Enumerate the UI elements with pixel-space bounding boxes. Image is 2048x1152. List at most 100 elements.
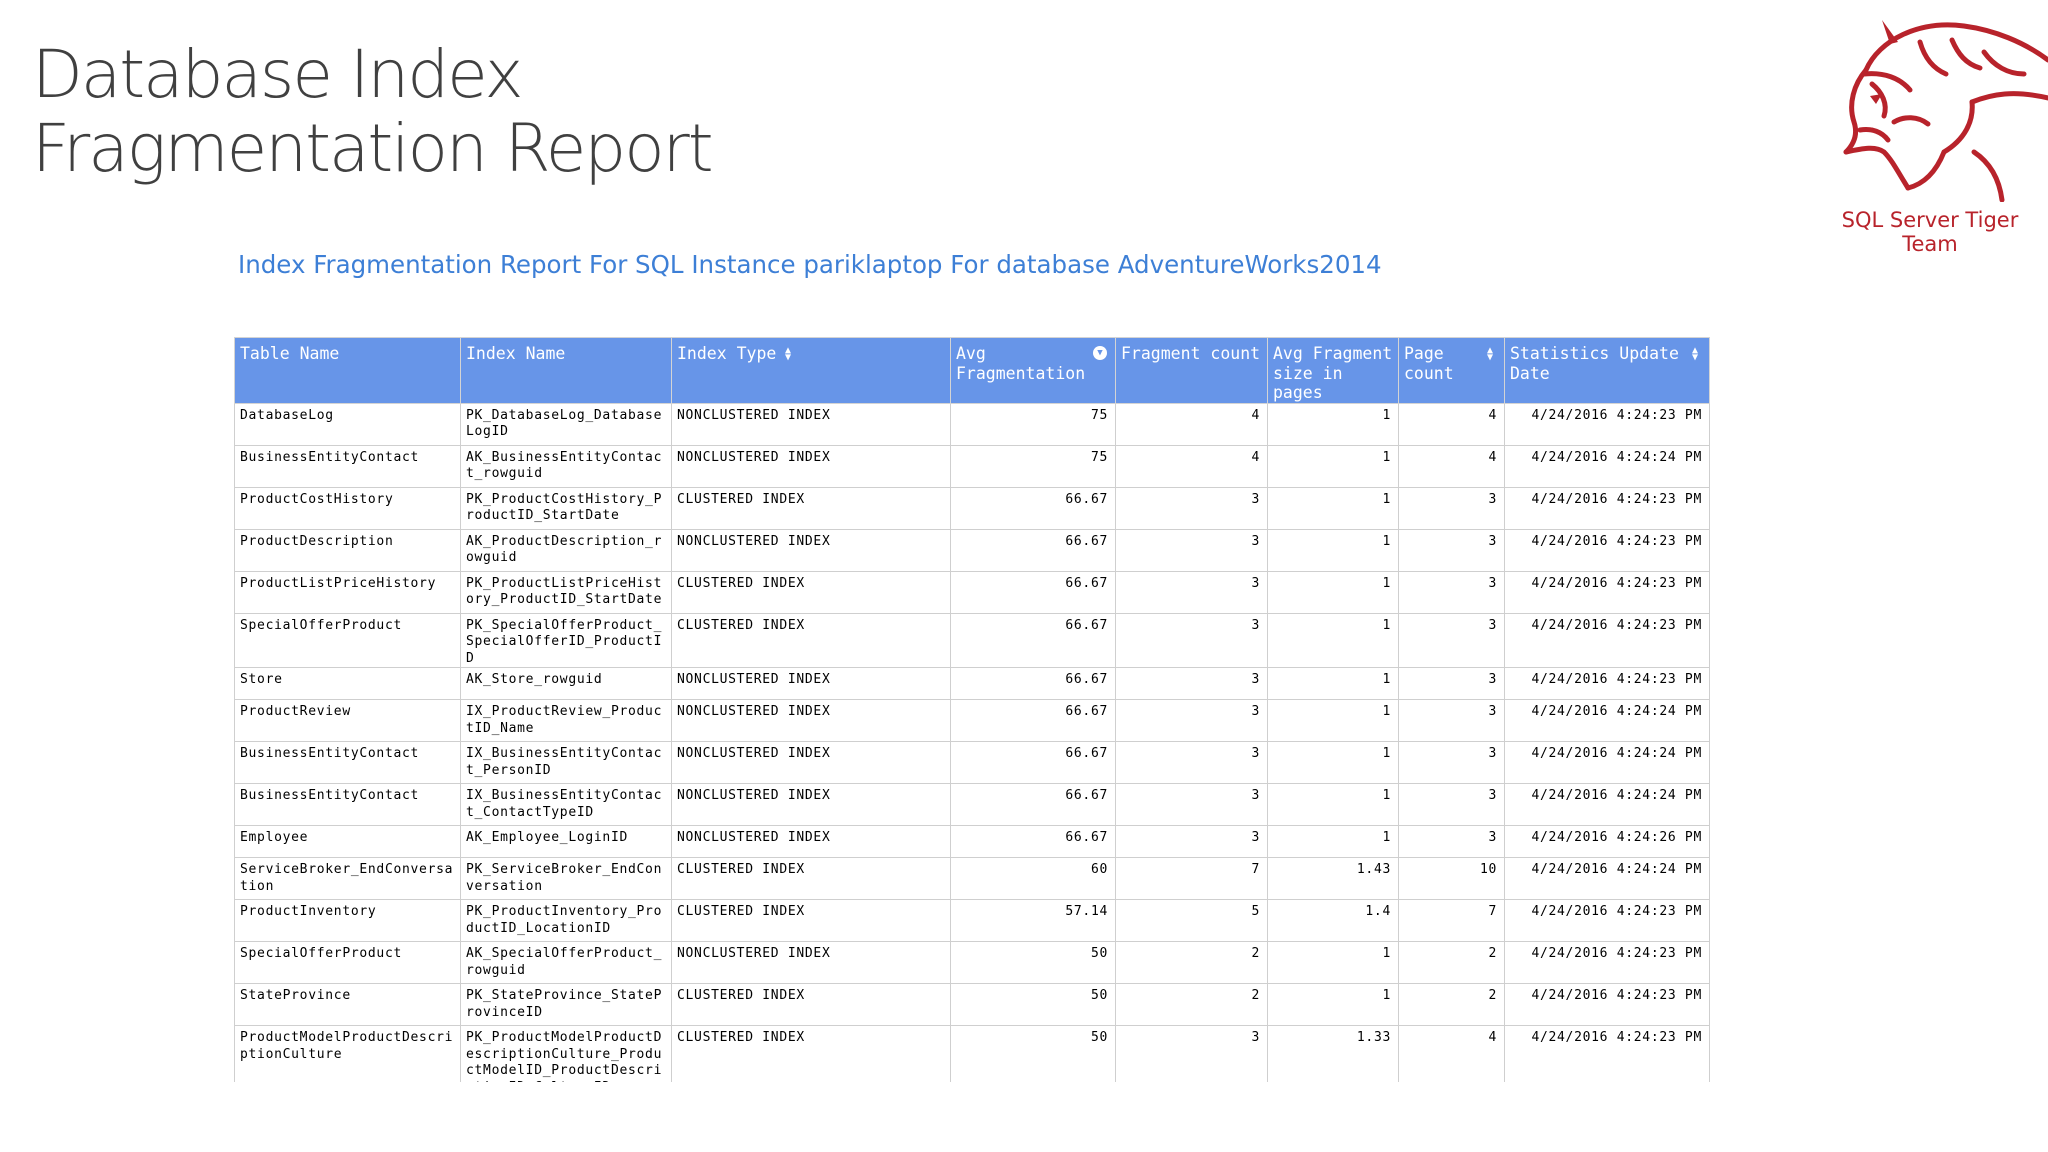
cell-fragment-count: 3 bbox=[1115, 570, 1268, 614]
cell-avg-fragmentation: 66.67 bbox=[950, 825, 1116, 858]
cell-avg-fragment-size: 1.33 bbox=[1267, 1025, 1399, 1082]
cell-statistics-update-date: 4/24/2016 4:24:24 PM bbox=[1504, 857, 1710, 900]
table-row: ProductReview IX_ProductReview_ProductID… bbox=[234, 699, 1710, 742]
cell-fragment-count: 7 bbox=[1115, 857, 1268, 900]
cell-index-name: PK_SpecialOfferProduct_SpecialOfferID_Pr… bbox=[460, 612, 672, 668]
cell-avg-fragment-size: 1 bbox=[1267, 825, 1399, 858]
table-row: StateProvince PK_StateProvince_StateProv… bbox=[234, 983, 1710, 1026]
cell-avg-fragmentation: 50 bbox=[950, 983, 1116, 1026]
column-header-page-count[interactable]: Page count ▲ ▼ bbox=[1398, 337, 1505, 404]
cell-fragment-count: 2 bbox=[1115, 941, 1268, 984]
cell-table-name: StateProvince bbox=[234, 983, 461, 1026]
cell-statistics-update-date: 4/24/2016 4:24:23 PM bbox=[1504, 612, 1710, 668]
cell-index-name: IX_ProductReview_ProductID_Name bbox=[460, 699, 672, 742]
cell-fragment-count: 3 bbox=[1115, 667, 1268, 700]
column-header-label: Table Name bbox=[240, 344, 340, 363]
cell-statistics-update-date: 4/24/2016 4:24:23 PM bbox=[1504, 570, 1710, 614]
cell-fragment-count: 3 bbox=[1115, 612, 1268, 668]
column-header-label: Fragment count bbox=[1121, 344, 1261, 363]
cell-table-name: ProductDescription bbox=[234, 528, 461, 572]
cell-index-type: CLUSTERED INDEX bbox=[671, 1025, 951, 1082]
cell-index-name: IX_BusinessEntityContact_ContactTypeID bbox=[460, 783, 672, 826]
column-header-index-type[interactable]: Index Type ▲ ▼ bbox=[671, 337, 951, 404]
cell-index-name: AK_SpecialOfferProduct_rowguid bbox=[460, 941, 672, 984]
cell-fragment-count: 3 bbox=[1115, 699, 1268, 742]
cell-index-type: NONCLUSTERED INDEX bbox=[671, 699, 951, 742]
logo-text: SQL Server Tiger Team bbox=[1841, 208, 2019, 256]
column-header-fragment-count[interactable]: Fragment count bbox=[1115, 337, 1268, 404]
cell-table-name: Employee bbox=[234, 825, 461, 858]
cell-fragment-count: 3 bbox=[1115, 825, 1268, 858]
cell-page-count: 3 bbox=[1398, 825, 1505, 858]
cell-index-type: CLUSTERED INDEX bbox=[671, 612, 951, 668]
slide-title-line-2: Fragmentation Report bbox=[32, 110, 714, 187]
cell-fragment-count: 3 bbox=[1115, 486, 1268, 530]
cell-table-name: DatabaseLog bbox=[234, 402, 461, 446]
cell-avg-fragmentation: 75 bbox=[950, 444, 1116, 488]
cell-statistics-update-date: 4/24/2016 4:24:24 PM bbox=[1504, 699, 1710, 742]
cell-page-count: 3 bbox=[1398, 741, 1505, 784]
cell-index-name: PK_ServiceBroker_EndConversation bbox=[460, 857, 672, 900]
cell-avg-fragment-size: 1 bbox=[1267, 783, 1399, 826]
cell-index-name: AK_Store_rowguid bbox=[460, 667, 672, 700]
sort-descending-icon[interactable]: ▼ bbox=[1093, 346, 1107, 360]
cell-statistics-update-date: 4/24/2016 4:24:26 PM bbox=[1504, 825, 1710, 858]
table-row: DatabaseLog PK_DatabaseLog_DatabaseLogID… bbox=[234, 402, 1710, 446]
cell-fragment-count: 4 bbox=[1115, 444, 1268, 488]
cell-page-count: 3 bbox=[1398, 667, 1505, 700]
cell-index-type: NONCLUSTERED INDEX bbox=[671, 528, 951, 572]
table-row: Store AK_Store_rowguid NONCLUSTERED INDE… bbox=[234, 667, 1710, 700]
cell-page-count: 4 bbox=[1398, 402, 1505, 446]
cell-avg-fragment-size: 1 bbox=[1267, 402, 1399, 446]
cell-avg-fragment-size: 1 bbox=[1267, 699, 1399, 742]
cell-avg-fragment-size: 1.43 bbox=[1267, 857, 1399, 900]
cell-fragment-count: 2 bbox=[1115, 983, 1268, 1026]
cell-index-name: AK_Employee_LoginID bbox=[460, 825, 672, 858]
cell-table-name: ProductModelProductDescriptionCulture bbox=[234, 1025, 461, 1082]
cell-table-name: ProductReview bbox=[234, 699, 461, 742]
column-header-avg-fragment-size[interactable]: Avg Fragment size in pages bbox=[1267, 337, 1399, 404]
cell-avg-fragment-size: 1 bbox=[1267, 528, 1399, 572]
cell-avg-fragment-size: 1 bbox=[1267, 444, 1399, 488]
column-header-label: Index Type bbox=[677, 344, 777, 363]
cell-table-name: BusinessEntityContact bbox=[234, 444, 461, 488]
sort-both-icon[interactable]: ▲ ▼ bbox=[1486, 345, 1494, 363]
cell-avg-fragmentation: 50 bbox=[950, 941, 1116, 984]
cell-page-count: 7 bbox=[1398, 899, 1505, 942]
cell-page-count: 3 bbox=[1398, 528, 1505, 572]
cell-fragment-count: 3 bbox=[1115, 528, 1268, 572]
tiger-team-logo: SQL Server Tiger Team bbox=[1812, 8, 2048, 256]
cell-index-name: PK_DatabaseLog_DatabaseLogID bbox=[460, 402, 672, 446]
cell-statistics-update-date: 4/24/2016 4:24:23 PM bbox=[1504, 402, 1710, 446]
cell-page-count: 4 bbox=[1398, 1025, 1505, 1082]
cell-statistics-update-date: 4/24/2016 4:24:23 PM bbox=[1504, 528, 1710, 572]
cell-table-name: BusinessEntityContact bbox=[234, 783, 461, 826]
cell-table-name: ProductCostHistory bbox=[234, 486, 461, 530]
sort-both-icon[interactable]: ▲ ▼ bbox=[784, 345, 792, 363]
cell-page-count: 2 bbox=[1398, 983, 1505, 1026]
table-row: BusinessEntityContact IX_BusinessEntityC… bbox=[234, 783, 1710, 826]
cell-index-type: NONCLUSTERED INDEX bbox=[671, 825, 951, 858]
cell-index-type: NONCLUSTERED INDEX bbox=[671, 402, 951, 446]
column-header-statistics-update-date[interactable]: Statistics Update Date ▲ ▼ bbox=[1504, 337, 1710, 404]
sort-both-icon[interactable]: ▲ ▼ bbox=[1691, 345, 1699, 363]
cell-avg-fragmentation: 57.14 bbox=[950, 899, 1116, 942]
column-header-index-name[interactable]: Index Name bbox=[460, 337, 672, 404]
cell-avg-fragmentation: 60 bbox=[950, 857, 1116, 900]
cell-table-name: BusinessEntityContact bbox=[234, 741, 461, 784]
cell-avg-fragment-size: 1 bbox=[1267, 941, 1399, 984]
cell-table-name: Store bbox=[234, 667, 461, 700]
cell-index-name: PK_ProductListPriceHistory_ProductID_Sta… bbox=[460, 570, 672, 614]
cell-page-count: 2 bbox=[1398, 941, 1505, 984]
cell-statistics-update-date: 4/24/2016 4:24:23 PM bbox=[1504, 899, 1710, 942]
table-row: BusinessEntityContact IX_BusinessEntityC… bbox=[234, 741, 1710, 784]
column-header-avg-fragmentation[interactable]: Avg Fragmentation ▼ bbox=[950, 337, 1116, 404]
cell-statistics-update-date: 4/24/2016 4:24:23 PM bbox=[1504, 667, 1710, 700]
cell-avg-fragmentation: 66.67 bbox=[950, 528, 1116, 572]
cell-fragment-count: 5 bbox=[1115, 899, 1268, 942]
slide-title-line-1: Database Index bbox=[32, 36, 524, 113]
fragmentation-table-container[interactable]: Table Name Index Name Index Type ▲ ▼ Avg F… bbox=[234, 337, 1710, 1082]
cell-avg-fragment-size: 1 bbox=[1267, 612, 1399, 668]
table-header-row: Table Name Index Name Index Type ▲ ▼ Avg F… bbox=[234, 337, 1710, 404]
column-header-table-name[interactable]: Table Name bbox=[234, 337, 461, 404]
